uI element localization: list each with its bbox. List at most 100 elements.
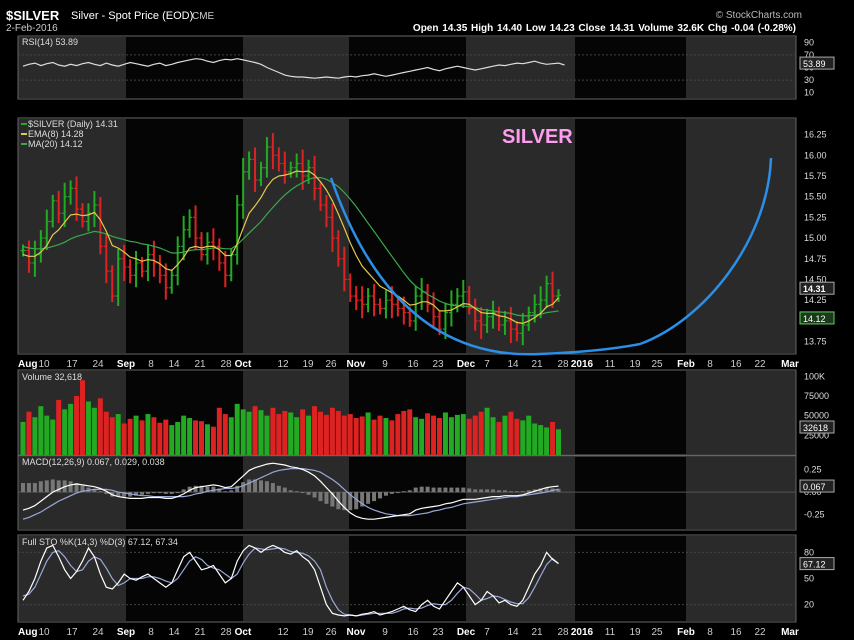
macd-histogram-bar	[502, 490, 507, 493]
x-axis-label: 21	[531, 359, 543, 370]
x-axis-label: 24	[92, 627, 104, 638]
volume-bar	[175, 421, 181, 455]
macd-histogram-bar	[92, 489, 97, 493]
macd-histogram-bar	[372, 492, 377, 502]
x-axis-label: 16	[730, 627, 742, 638]
month-band	[243, 536, 349, 621]
volume-bar	[228, 417, 234, 455]
macd-histogram-bar	[318, 492, 323, 502]
macd-histogram-bar	[479, 489, 484, 493]
volume-bar	[526, 415, 532, 455]
volume-bar	[121, 423, 127, 455]
volume-bar	[50, 419, 56, 455]
macd-histogram-bar	[342, 492, 347, 511]
macd-histogram-bar	[294, 491, 299, 493]
price-tick-label: 14.75	[804, 254, 827, 264]
x-axis-label: Dec	[457, 359, 476, 370]
macd-histogram-bar	[473, 489, 478, 493]
macd-histogram-bar	[389, 492, 394, 494]
month-band	[243, 37, 349, 98]
volume-bar	[264, 415, 270, 455]
volume-bar	[365, 412, 371, 455]
cup-annotation-right	[639, 157, 773, 346]
volume-bar	[252, 406, 258, 455]
price-tick-label: 14.25	[804, 295, 827, 305]
macd-value-tag	[799, 479, 835, 493]
volume-tick-label: 75000	[804, 391, 829, 401]
macd-histogram-bar	[68, 481, 73, 493]
volume-bar	[454, 414, 460, 455]
macd-histogram-bar	[187, 486, 192, 493]
macd-histogram-bar	[360, 492, 365, 507]
macd-histogram-bar	[56, 480, 61, 493]
x-axis-lower: Aug 10 17 24 Sep 8 14 21 28 Oct 12 19 26 Nov 9 16 23 Dec 7…	[18, 627, 799, 638]
macd-histogram-bar	[217, 488, 222, 493]
macd-histogram-bar	[348, 492, 353, 511]
volume-bar	[169, 425, 175, 455]
panel-frame	[17, 35, 797, 100]
macd-histogram-bar	[38, 481, 43, 493]
sto-value-label: 67.12	[803, 560, 826, 570]
price-tick-label: 16.00	[804, 150, 827, 160]
volume-bar	[139, 420, 145, 455]
rsi-line	[22, 58, 565, 79]
price-tick-label: 15.25	[804, 212, 827, 222]
volume-bar	[32, 417, 38, 455]
volume-bar	[413, 417, 419, 455]
x-axis-label: 17	[66, 627, 78, 638]
price-tick-label: 15.75	[804, 171, 827, 181]
x-axis-label: 8	[707, 627, 713, 638]
x-axis-label: 2016	[571, 359, 594, 370]
macd-histogram-bar	[199, 485, 204, 493]
panel-border	[17, 117, 797, 355]
macd-histogram-bar	[181, 489, 186, 493]
x-axis-label: 28	[557, 627, 569, 638]
volume-bar	[335, 410, 341, 455]
macd-histogram-bar	[229, 490, 234, 493]
volume-bar	[26, 411, 32, 455]
volume-bar	[222, 414, 228, 455]
price-panel: 16.25 16.00 15.75 15.50 15.25 15.00 14.75 14.50…	[20, 119, 835, 356]
month-band	[686, 371, 796, 454]
sto-value-tag	[799, 557, 835, 571]
volume-bar	[270, 407, 276, 455]
macd-histogram-bar	[169, 492, 174, 494]
macd-histogram-bar	[193, 485, 198, 493]
x-axis-label: 26	[325, 359, 337, 370]
volume-bar	[323, 414, 329, 455]
x-axis-label: 14	[168, 627, 180, 638]
volume-bar	[193, 420, 199, 455]
volume-bar	[20, 421, 26, 455]
x-axis-label: Aug	[18, 627, 37, 638]
price-legend-entry: EMA(8) 14.28	[28, 129, 84, 139]
volume-bar	[353, 418, 359, 455]
volume-bar	[389, 420, 395, 455]
x-axis-label: 8	[707, 359, 713, 370]
macd-histogram-bar	[395, 492, 400, 494]
volume-bar	[460, 414, 466, 455]
macd-histogram-bar	[122, 492, 127, 497]
ma-price-tag	[799, 311, 835, 325]
volume-bar	[419, 418, 425, 455]
volume-tick-label: 50000	[804, 411, 829, 421]
volume-bar	[407, 409, 413, 455]
volume-bar	[210, 426, 216, 455]
rsi-legend: RSI(14) 53.89	[22, 37, 78, 47]
x-axis-label: Feb	[677, 627, 695, 638]
silver-annotation-text: SILVER	[502, 126, 573, 148]
volume-bar	[466, 418, 472, 455]
x-axis-label: Oct	[235, 627, 252, 638]
price-legend-entry: MA(20) 14.12	[28, 139, 83, 149]
month-band	[466, 536, 575, 621]
month-band	[466, 37, 575, 98]
volume-bar	[68, 403, 74, 455]
volume-panel: 100K 75000 50000 25000 Volume 32,618 32618	[20, 371, 835, 455]
macd-histogram-bar	[140, 492, 144, 495]
x-axis-label: 19	[629, 627, 641, 638]
volume-bar	[103, 411, 109, 455]
x-axis-label: 8	[148, 359, 154, 370]
ohlc-readout: Open 14.35 High 14.40 Low 14.23 Close 14…	[412, 23, 796, 34]
x-axis-label: 28	[220, 627, 232, 638]
